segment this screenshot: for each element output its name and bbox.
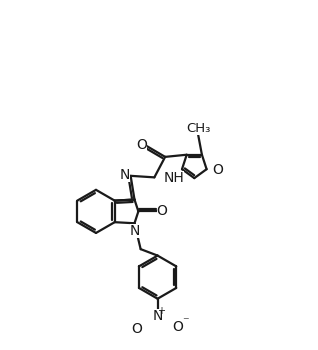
Text: O: O	[132, 322, 142, 336]
Text: +: +	[157, 307, 165, 316]
Text: N: N	[130, 224, 141, 238]
Text: ⁻: ⁻	[182, 315, 188, 328]
Text: NH: NH	[163, 171, 184, 185]
Text: O: O	[173, 320, 183, 334]
Text: N: N	[152, 309, 163, 323]
Text: O: O	[136, 138, 147, 152]
Text: N: N	[119, 168, 130, 182]
Text: CH₃: CH₃	[187, 121, 211, 135]
Text: O: O	[212, 163, 223, 177]
Text: O: O	[157, 204, 168, 218]
